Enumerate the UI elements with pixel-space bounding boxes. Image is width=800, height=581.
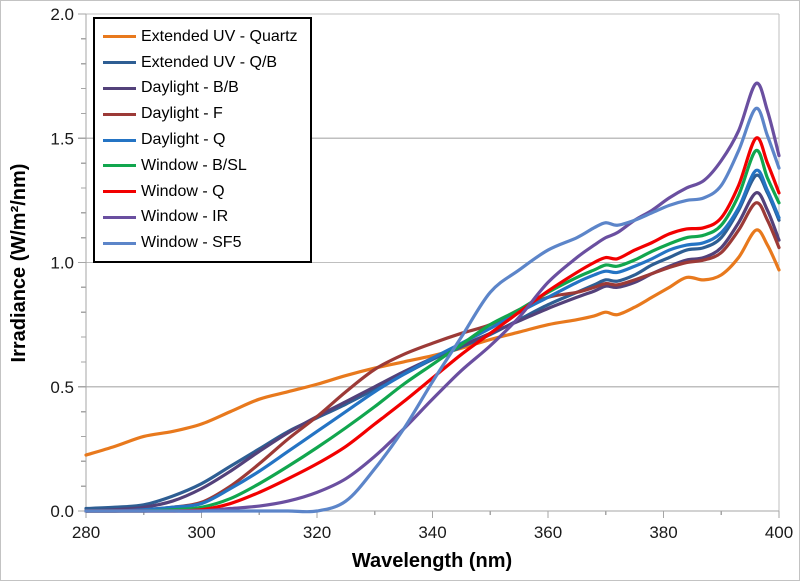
legend-label: Window - B/SL [141,156,247,174]
legend-item-daylight-q: Daylight - Q [103,127,298,153]
series-line-window-sf5 [84,106,781,514]
series-line-window-ir [84,81,781,513]
legend-swatch-extended-uv-quartz [103,35,136,39]
tick-labels: 0.0 0.5 1.0 1.5 2.0 280 300 320 340 360 380 400 [50,5,793,542]
series-line-extended-uv-quartz [84,228,781,457]
legend-label: Extended UV - Quartz [141,27,298,45]
y-tick-label: 2.0 [50,5,74,24]
legend-label: Daylight - B/B [141,79,239,97]
legend-item-window-bsl: Window - B/SL [103,153,298,179]
legend-swatch-window-bsl [103,164,136,168]
legend-swatch-window-ir [103,215,136,219]
legend-label: Daylight - F [141,105,223,123]
x-axis-title: Wavelength (nm) [352,550,512,572]
legend-item-daylight-bb: Daylight - B/B [103,76,298,102]
legend-swatch-extended-uv-qb [103,61,136,65]
legend: Extended UV - Quartz Extended UV - Q/B Day… [93,17,312,264]
legend-label: Extended UV - Q/B [141,53,278,71]
legend-item-window-q: Window - Q [103,179,298,205]
legend-item-window-sf5: Window - SF5 [103,230,298,256]
legend-swatch-daylight-bb [103,86,136,90]
series-lines [84,81,781,514]
x-tick-label: 400 [765,523,793,542]
legend-label: Window - Q [141,182,225,200]
y-tick-label: 1.0 [50,254,74,273]
y-tick-label: 0.0 [50,502,74,521]
series-line-daylight-bb [84,191,781,513]
x-tick-label: 360 [534,523,562,542]
y-tick-label: 1.5 [50,129,74,148]
legend-item-window-ir: Window - IR [103,205,298,231]
legend-label: Window - SF5 [141,234,242,252]
legend-swatch-window-q [103,190,136,194]
y-axis-title: Irradiance (W/m²/nm) [8,164,30,363]
x-tick-label: 280 [72,523,100,542]
legend-item-extended-uv-quartz: Extended UV - Quartz [103,24,298,50]
series-line-window-q [84,136,781,513]
x-tick-label: 300 [187,523,215,542]
series-line-window-bsl [84,149,781,513]
legend-swatch-daylight-f [103,112,136,116]
legend-label: Daylight - Q [141,131,226,149]
legend-swatch-daylight-q [103,138,136,142]
legend-swatch-window-sf5 [103,241,136,245]
x-tick-label: 380 [649,523,677,542]
x-tick-label: 340 [418,523,446,542]
legend-item-daylight-f: Daylight - F [103,101,298,127]
x-tick-label: 320 [303,523,331,542]
legend-label: Window - IR [141,208,229,226]
axis-ticks [78,13,780,518]
legend-item-extended-uv-qb: Extended UV - Q/B [103,50,298,76]
y-tick-label: 0.5 [50,378,74,397]
